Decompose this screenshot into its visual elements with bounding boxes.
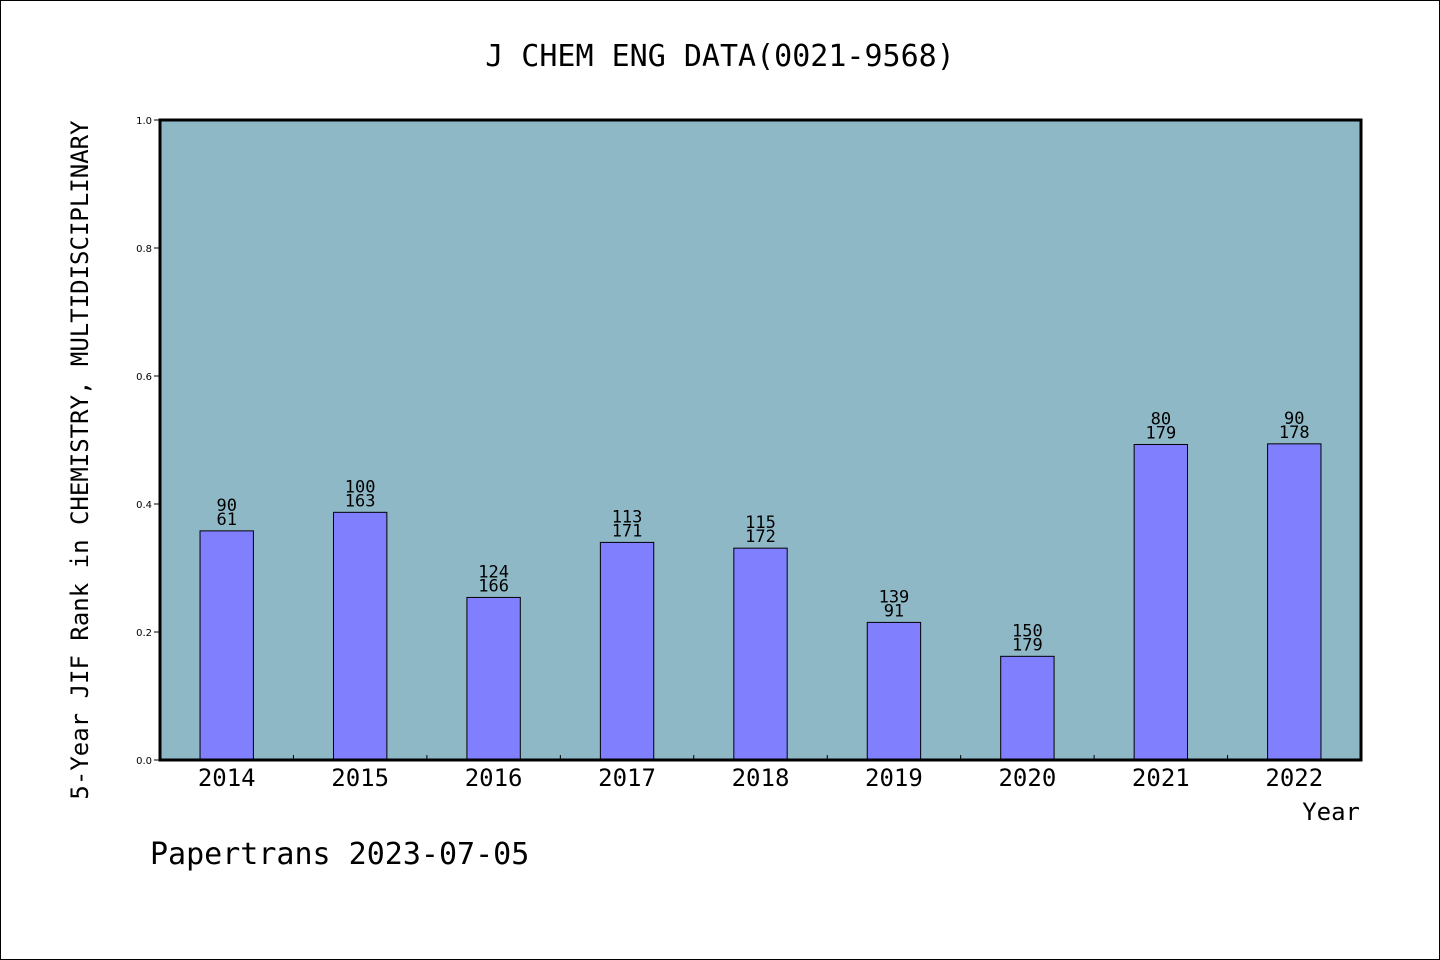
x-tick-label: 2015 [331,764,389,792]
y-tick-label: 0.4 [136,500,152,511]
x-tick-label: 2019 [865,764,923,792]
x-tick-label: 2018 [732,764,790,792]
bar-label-total: 179 [1145,423,1176,443]
bar-label-total: 91 [884,601,904,621]
y-tick-label: 0.6 [136,372,152,383]
bar-label-rank: 124 [478,562,509,582]
bar-2015 [332,511,388,761]
bar-2016 [466,596,521,761]
bar-2014 [199,530,254,761]
y-tick-label: 0.8 [136,244,152,255]
x-tick-label: 2016 [465,764,523,792]
bar-2017 [599,541,655,761]
bar-label-rank: 90 [1284,409,1304,429]
bar-label-rank: 150 [1012,621,1043,641]
bar-label-rank: 113 [612,507,643,527]
bar-label-total: 166 [478,576,509,596]
x-tick-label: 2017 [598,764,656,792]
plot-border [158,118,1363,762]
x-axis-label: Year [1302,798,1360,826]
bar-2022 [1267,443,1322,761]
bar-2021 [1133,443,1189,761]
bar-label-total: 163 [345,491,376,511]
bar-2018 [733,547,788,761]
x-axis-ticks: 2014 2015 2016 2017 2018 2019 2020 2021 2022 [198,755,1323,792]
bar-label-total: 171 [612,521,643,541]
bar-label-rank: 80 [1151,409,1171,429]
x-tick-label: 2020 [998,764,1056,792]
x-tick-label: 2022 [1265,764,1323,792]
bar-label-rank: 115 [745,513,776,533]
y-tick-label: 1.0 [136,116,152,127]
bar-2019 [866,621,922,761]
bar-label-total: 61 [216,510,236,530]
x-tick-label: 2021 [1132,764,1190,792]
x-tick-label: 2014 [198,764,256,792]
bar-label-rank: 139 [879,587,910,607]
y-tick-label: 0.2 [136,628,152,639]
y-axis-ticks: 0.0 0.2 0.4 0.6 0.8 1.0 [136,116,160,767]
bar-label-rank: 100 [345,477,376,497]
footer-text: Papertrans 2023-07-05 [150,837,529,872]
chart-title: J CHEM ENG DATA(0021-9568) [485,39,955,74]
y-tick-label: 0.0 [136,756,152,767]
bar-label-total: 179 [1012,635,1043,655]
y-axis-label: 5-Year JIF Rank in CHEMISTRY, MULTIDISCI… [66,120,94,800]
bar-2020 [1000,655,1055,761]
bar-label-rank: 90 [216,496,236,516]
bar-label-total: 172 [745,527,776,547]
bar-label-total: 178 [1279,423,1310,443]
